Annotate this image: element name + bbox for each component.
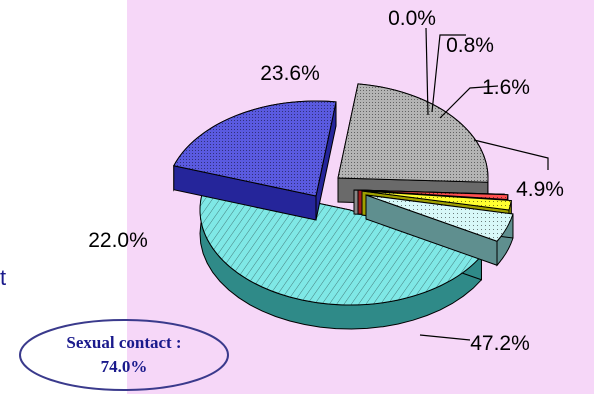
callout-line-1: Sexual contact : xyxy=(66,333,182,352)
pie-slice-6 xyxy=(365,194,514,267)
leader-line-4 xyxy=(431,34,466,113)
pie-slice-2 xyxy=(337,83,489,207)
slice-label-6: 4.9% xyxy=(516,178,564,201)
pie-slice-1 xyxy=(173,100,337,221)
slice-label-2: 23.6% xyxy=(260,62,320,85)
leader-line-0 xyxy=(419,334,471,341)
stray-text: t xyxy=(0,265,7,290)
slice-label-1: 22.0% xyxy=(88,229,148,252)
pie-slice-pattern xyxy=(366,195,513,242)
leader-line-5 xyxy=(439,85,499,119)
pie-slice-pattern xyxy=(358,190,508,200)
callout-line-2: 74.0% xyxy=(100,357,148,376)
leader-line-6 xyxy=(473,139,549,170)
pie-slice-pattern xyxy=(173,101,337,196)
leader-line-3 xyxy=(425,27,429,116)
pie-slice-pattern xyxy=(338,83,488,183)
callout-ellipse xyxy=(19,319,229,391)
slice-label-5: 1.6% xyxy=(482,76,530,99)
sexual-contact-callout: Sexual contact : 74.0% xyxy=(18,318,230,392)
slice-label-4: 0.8% xyxy=(446,34,494,57)
pie-slice-pattern xyxy=(362,191,512,210)
pie-slice-pattern xyxy=(199,179,482,306)
slice-label-3: 0.0% xyxy=(388,7,436,30)
slice-label-0: 47.2% xyxy=(470,332,530,355)
pie-slice-0 xyxy=(199,179,483,330)
